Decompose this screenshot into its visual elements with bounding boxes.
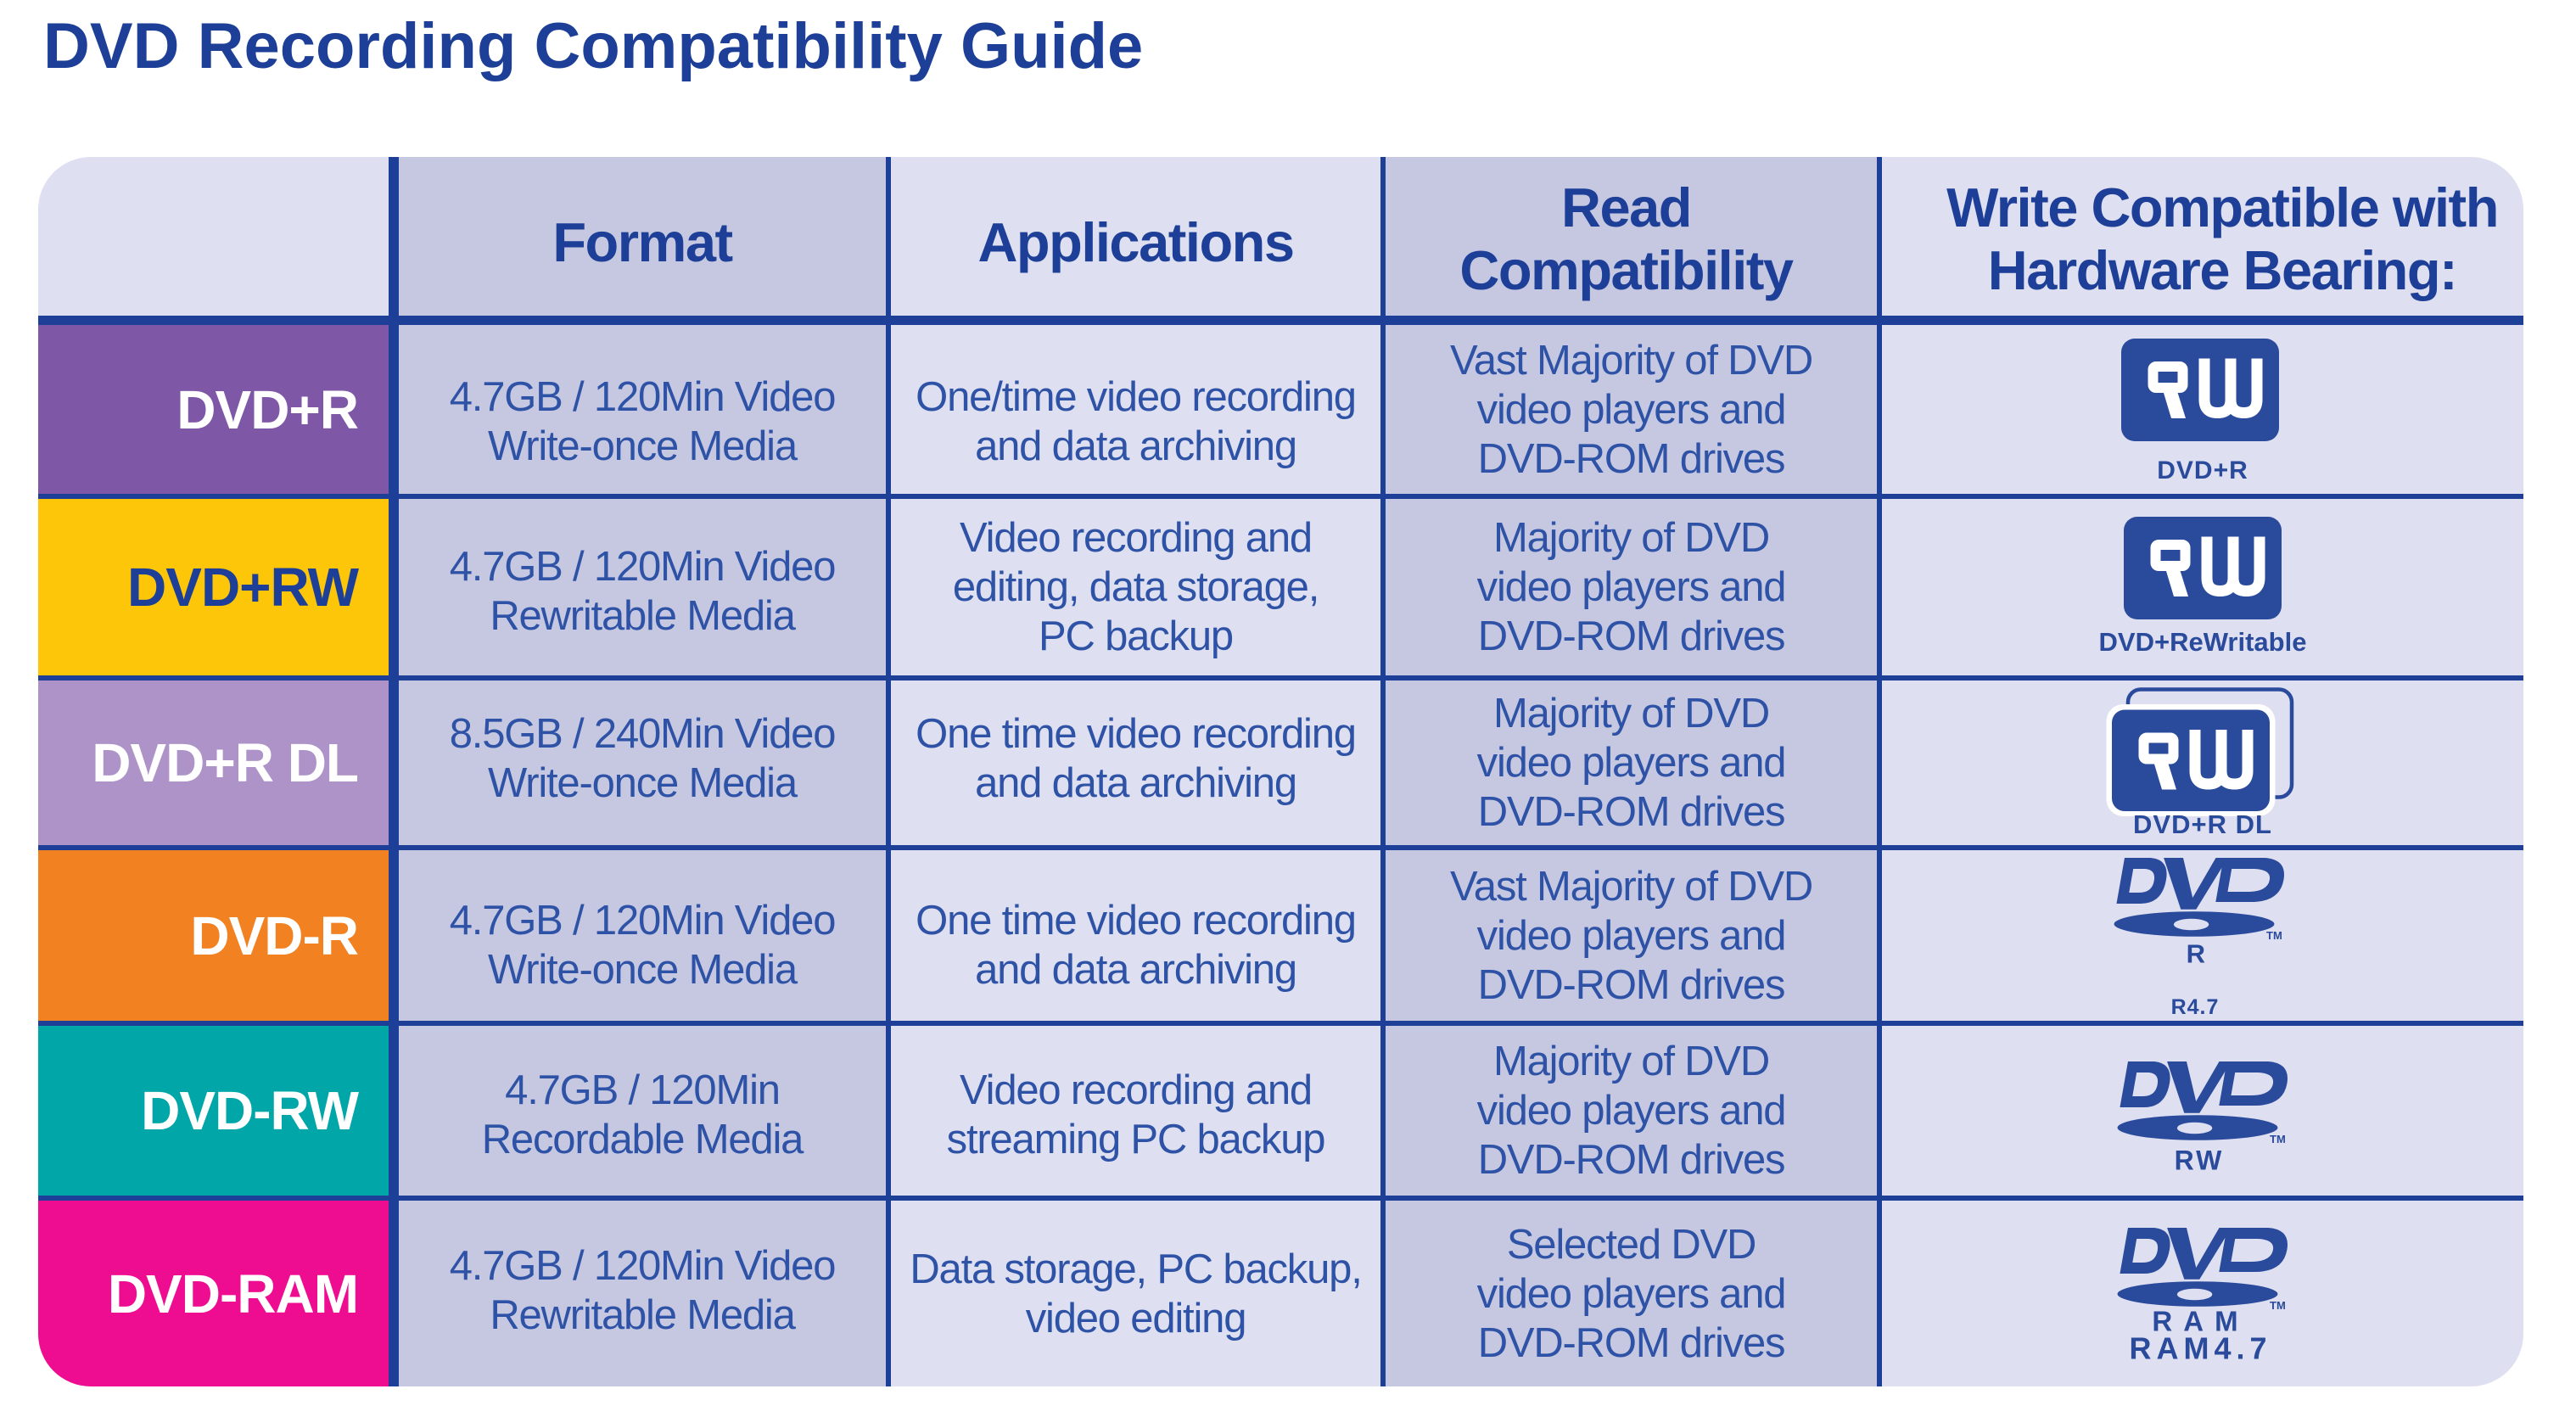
svg-text:TM: TM <box>2270 1299 2286 1312</box>
svg-text:RW: RW <box>2175 1145 2225 1176</box>
svg-text:TM: TM <box>2270 1133 2286 1145</box>
svg-text:RAM4.7: RAM4.7 <box>2129 1331 2271 1366</box>
svg-text:R: R <box>2187 939 2205 969</box>
svg-text:RAM: RAM <box>2152 1306 2248 1337</box>
svg-text:TM: TM <box>2266 929 2282 942</box>
